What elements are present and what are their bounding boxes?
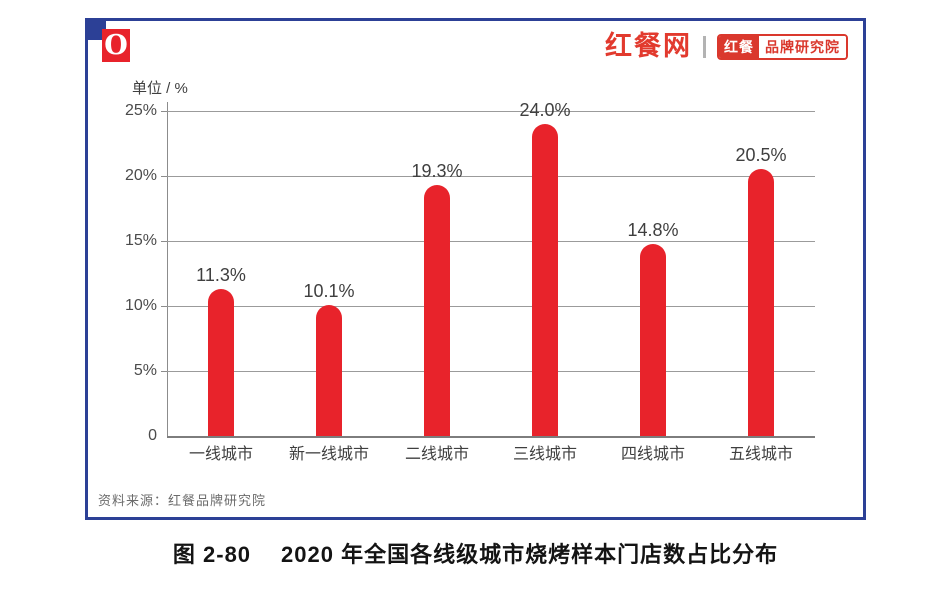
chart-panel: O 红餐网 红餐 品牌研究院 单位 / % 25% 20% 15% 10% 5% 0 11.…	[85, 18, 866, 520]
y-tick-label: 10%	[124, 297, 157, 314]
x-axis-label: 三线城市	[512, 446, 577, 463]
bar-value-label: 14.8%	[627, 220, 679, 240]
x-axis-label: 四线城市	[620, 446, 685, 463]
y-tick-mark	[161, 176, 167, 177]
y-tick-label: 0	[148, 427, 157, 444]
gridline	[167, 306, 815, 307]
figure-caption: 图 2-80 2020 年全国各线级城市烧烤样本门店数占比分布	[0, 537, 951, 569]
gridline	[167, 241, 815, 242]
bar-value-label: 19.3%	[411, 161, 463, 181]
bar	[532, 124, 558, 436]
y-tick-mark	[161, 111, 167, 112]
x-axis-label: 新一线城市	[288, 446, 369, 463]
badge-hongcan-label: 红餐	[719, 35, 759, 58]
bar-value-label: 20.5%	[735, 145, 787, 165]
brand-row: 红餐网 红餐 品牌研究院	[605, 33, 848, 60]
hongcanwang-logo: 红餐网	[605, 31, 692, 61]
y-tick-mark	[161, 371, 167, 372]
bar	[640, 244, 666, 436]
bar	[208, 289, 234, 436]
figure-number: 图 2-80	[172, 542, 252, 567]
brand-o-logo: O	[102, 29, 130, 62]
bar	[748, 169, 774, 436]
plot-area: 25% 20% 15% 10% 5% 0 11.3% 一线城市 10.1% 新一线城市 19.3% 二…	[125, 101, 815, 463]
corner-square-decoration	[85, 18, 106, 40]
bar	[316, 305, 342, 436]
x-axis-label: 一线城市	[188, 446, 253, 463]
x-axis-label: 五线城市	[728, 446, 793, 463]
source-note: 资料来源：红餐品牌研究院	[98, 493, 267, 508]
figure-title: 2020 年全国各线级城市烧烤样本门店数占比分布	[281, 542, 779, 567]
logo-divider	[703, 35, 706, 58]
bar-value-label: 24.0%	[519, 100, 571, 120]
gridline	[167, 176, 815, 177]
y-axis-line	[167, 102, 168, 436]
x-axis-label: 二线城市	[404, 446, 469, 463]
bar	[424, 185, 450, 436]
gridline	[167, 371, 815, 372]
unit-label: 单位 / %	[132, 80, 188, 97]
y-tick-label: 15%	[124, 232, 157, 249]
y-tick-label: 25%	[124, 102, 157, 119]
y-tick-mark	[161, 241, 167, 242]
brand-institute-badge: 红餐 品牌研究院	[717, 33, 848, 60]
y-tick-label: 5%	[133, 362, 157, 379]
y-tick-label: 20%	[124, 167, 157, 184]
bar-value-label: 10.1%	[303, 281, 355, 301]
badge-institute-label: 品牌研究院	[759, 35, 846, 58]
brand-o-letter: O	[104, 30, 128, 61]
gridline	[167, 111, 815, 112]
bar-value-label: 11.3%	[196, 265, 246, 285]
y-tick-mark	[161, 306, 167, 307]
